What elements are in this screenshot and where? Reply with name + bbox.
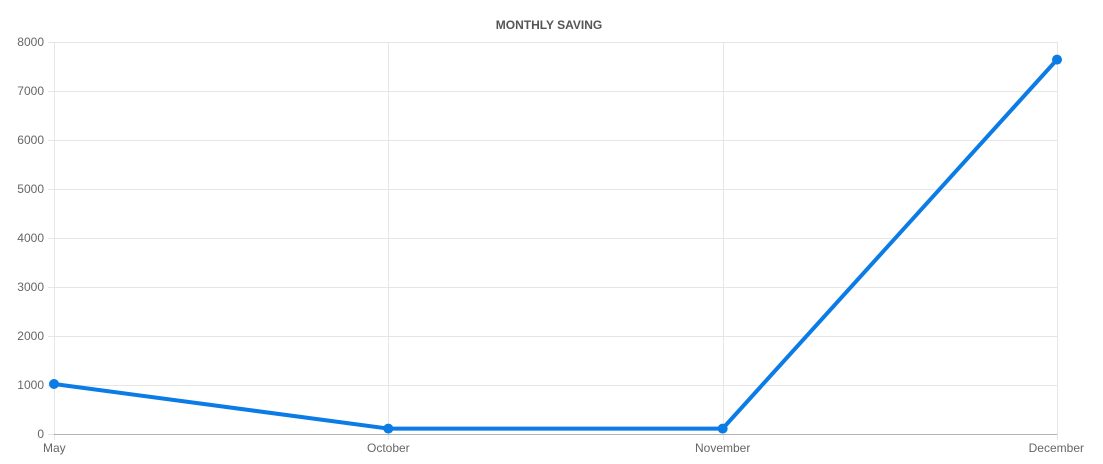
data-point[interactable] <box>717 423 728 434</box>
x-tick-label: December <box>1029 441 1084 455</box>
series-layer <box>49 54 1062 434</box>
y-tick-label: 4000 <box>17 231 44 245</box>
y-tick-label: 2000 <box>17 329 44 343</box>
data-point[interactable] <box>49 379 59 390</box>
x-tick-label: May <box>43 441 66 455</box>
y-tick-label: 5000 <box>17 182 44 196</box>
y-tick-label: 3000 <box>17 280 44 294</box>
data-point[interactable] <box>1052 54 1062 65</box>
axis-layer <box>54 42 1057 435</box>
x-tick-label: November <box>695 441 750 455</box>
y-tick-label: 6000 <box>17 133 44 147</box>
y-tick-label: 8000 <box>17 35 44 49</box>
x-tick-label: October <box>367 441 410 455</box>
series-line <box>52 57 1059 431</box>
chart-title: MONTHLY SAVING <box>496 18 602 32</box>
grid-layer <box>48 42 1058 440</box>
y-tick-label: 1000 <box>17 378 44 392</box>
y-tick-label: 0 <box>37 427 44 441</box>
y-tick-label: 7000 <box>17 84 44 98</box>
data-point[interactable] <box>383 423 394 434</box>
tick-labels: 0 1000 2000 3000 4000 5000 6000 7000 8000 May Octo… <box>17 35 1084 455</box>
